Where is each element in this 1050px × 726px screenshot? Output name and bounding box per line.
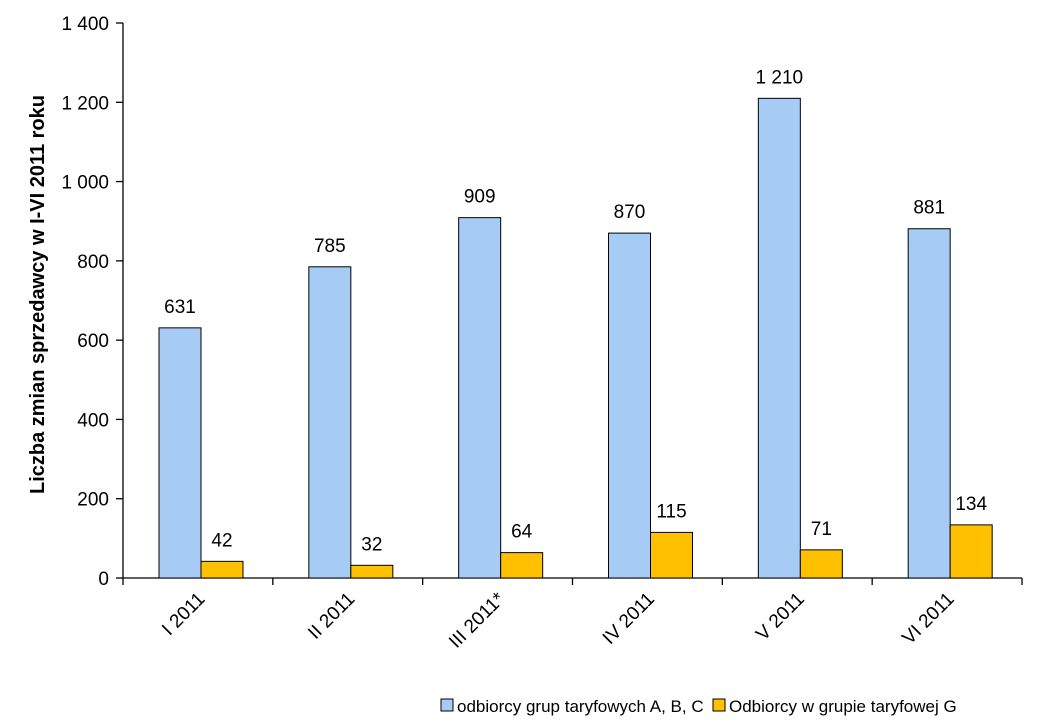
legend-label: odbiorcy grup taryfowych A, B, C xyxy=(457,697,704,716)
x-tick-label: IV 2011 xyxy=(599,589,659,649)
bar-abc xyxy=(757,97,801,579)
bar-g xyxy=(949,524,993,579)
bar-g xyxy=(350,564,394,579)
data-labels: 631 42 785 32 909 64 870 115 1 210 71 881 134 xyxy=(164,67,987,555)
y-tick-label: 1 000 xyxy=(61,173,109,194)
legend-swatch xyxy=(440,698,454,712)
y-axis-title: Liczba zmian sprzedawcy w I-VI 2011 roku xyxy=(27,95,49,494)
x-tick-label: V 2011 xyxy=(752,589,808,645)
bar-abc xyxy=(608,232,651,579)
x-tick-label: I 2011 xyxy=(158,589,209,640)
data-label: 881 xyxy=(913,198,945,219)
x-axis: I 2011 II 2011 III 2011* IV 2011 V 2011 VI 20… xyxy=(122,577,1023,653)
y-tick-label: 800 xyxy=(77,252,109,273)
y-tick-label: 600 xyxy=(77,331,109,352)
data-label: 134 xyxy=(955,494,987,515)
data-label: 631 xyxy=(164,297,196,318)
y-tick-label: 0 xyxy=(98,569,109,590)
legend: odbiorcy grup taryfowych A, B, C Odbiorcy… xyxy=(440,697,957,716)
y-tick-label: 1 400 xyxy=(61,14,109,35)
data-label: 870 xyxy=(614,202,646,223)
data-label: 42 xyxy=(211,530,232,551)
legend-swatch xyxy=(712,698,726,712)
y-tick-label: 1 200 xyxy=(61,93,109,114)
y-tick-label: 200 xyxy=(77,490,109,511)
legend-label: Odbiorcy w grupie taryfowej G xyxy=(729,697,957,716)
x-tick-label: VI 2011 xyxy=(898,589,958,649)
data-label: 785 xyxy=(314,236,346,257)
bar-abc xyxy=(158,327,202,579)
y-tick-label: 400 xyxy=(77,410,109,431)
data-label: 64 xyxy=(511,522,533,543)
bar-g xyxy=(650,531,693,579)
bar-g xyxy=(799,549,843,579)
bar-abc xyxy=(308,266,352,579)
data-label: 115 xyxy=(656,501,686,522)
data-label: 1 210 xyxy=(756,67,804,88)
x-tick-label: III 2011* xyxy=(445,588,509,652)
y-axis: 0 200 400 600 800 1 000 1 200 1 400 xyxy=(61,14,124,590)
data-label: 909 xyxy=(464,187,496,208)
data-label: 71 xyxy=(811,519,832,540)
x-tick-label: II 2011 xyxy=(304,589,359,644)
bar-abc xyxy=(458,217,502,579)
bar-abc xyxy=(907,228,951,579)
bars xyxy=(158,97,993,579)
data-label: 32 xyxy=(361,534,382,555)
bar-g xyxy=(500,552,544,579)
bar-g xyxy=(200,560,244,579)
